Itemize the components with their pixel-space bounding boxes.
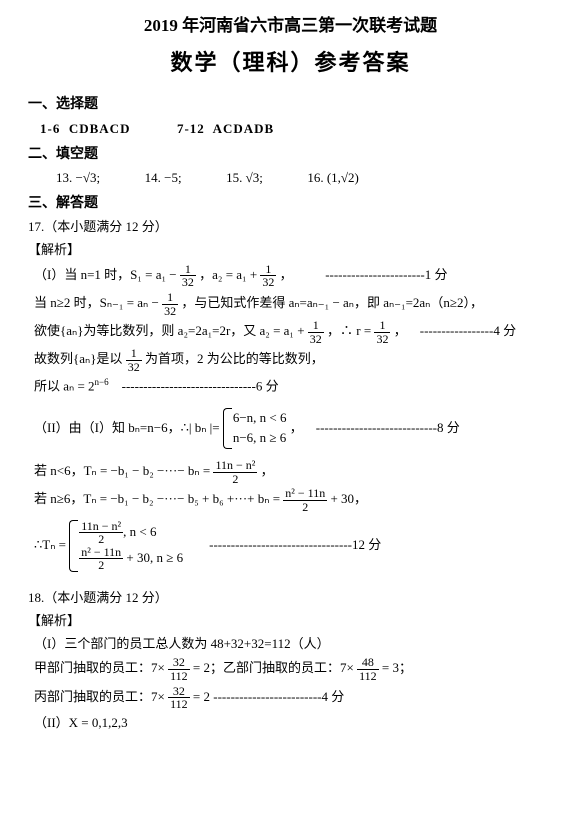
answers1: CDBACD bbox=[69, 121, 131, 136]
q18-line3: 丙部门抽取的员工：7× 32112 = 2 ------------------… bbox=[34, 685, 553, 711]
txt: ， bbox=[394, 323, 407, 338]
txt: = 2；乙部门抽取的员工：7× bbox=[193, 660, 357, 675]
txt: 为首项，2 为公比的等比数列， bbox=[145, 351, 324, 366]
txt: ，与已知式作差得 aₙ=aₙ₋₁ − aₙ，即 aₙ₋₁=2aₙ（n≥2）， bbox=[181, 295, 483, 310]
a13-root: √3 bbox=[83, 170, 97, 185]
frac-11n-n2: 11n − n²2 bbox=[213, 459, 257, 485]
q17-line8: 若 n≥6，Tₙ = −b₁ − b₂ −···− b₅ + b₆ +···+ … bbox=[34, 487, 553, 513]
q18-line1: （I）三个部门的员工总人数为 48+32+32=112（人） bbox=[34, 634, 553, 655]
frac-1-32: 132 bbox=[126, 347, 142, 373]
mc-answers: 1-6 CDBACD 7-12 ACDADB bbox=[40, 119, 553, 140]
answers2: ACDADB bbox=[213, 121, 275, 136]
i14: 14. bbox=[145, 170, 161, 185]
q17-line1: （I）当 n=1 时，S₁ = a₁ − 132 ，a₂ = a₁ + 132 … bbox=[34, 263, 553, 289]
i13: 13. bbox=[56, 170, 72, 185]
txt: 甲部门抽取的员工：7× bbox=[34, 660, 168, 675]
txt: ， bbox=[280, 267, 293, 282]
q18-note: 18.（本小题满分 12 分） bbox=[28, 588, 553, 609]
range1: 1-6 bbox=[40, 121, 60, 136]
a13-pre: − bbox=[76, 170, 83, 185]
txt: = 3； bbox=[382, 660, 412, 675]
frac-1-32: 132 bbox=[162, 291, 178, 317]
txt: + 30, n ≥ 6 bbox=[123, 550, 183, 565]
q17-note: 17.（本小题满分 12 分） bbox=[28, 217, 553, 238]
txt: 丙部门抽取的员工：7× bbox=[34, 689, 168, 704]
frac: 11n − n²2 bbox=[79, 520, 123, 546]
txt: （I）当 n=1 时，S₁ = a₁ − bbox=[34, 267, 180, 282]
txt: 当 n≥2 时，Sₙ₋₁ = aₙ − bbox=[34, 295, 162, 310]
frac-1-32: 132 bbox=[308, 319, 324, 345]
txt: 若 n<6，Tₙ = −b₁ − b₂ −···− bₙ = bbox=[34, 463, 213, 478]
section1-title: 一、选择题 bbox=[28, 94, 553, 116]
jiexi-label-18: 【解析】 bbox=[28, 611, 553, 632]
case9b: n² − 11n2 + 30, n ≥ 6 bbox=[79, 546, 183, 572]
doc-title: 数学（理科）参考答案 bbox=[28, 45, 553, 80]
points-1: -----------------------1 分 bbox=[325, 267, 447, 282]
frac-32-112: 32112 bbox=[168, 685, 190, 711]
fill-answers: 13. −√3; 14. −5; 15. √3; 16. (1,√2) bbox=[56, 168, 553, 189]
txt: ， bbox=[290, 419, 303, 434]
case2: n−6, n ≥ 6 bbox=[233, 428, 287, 449]
txt: 欲使{aₙ}为等比数列，则 a₂=2a₁=2r，又 a₂ = a₁ + bbox=[34, 323, 308, 338]
q18-line4: （II）X = 0,1,2,3 bbox=[34, 713, 553, 734]
points-6: -------------------------------6 分 bbox=[122, 379, 279, 394]
frac-1-32: 132 bbox=[180, 263, 196, 289]
q17-line4: 故数列{aₙ}是以 132 为首项，2 为公比的等比数列， bbox=[34, 347, 553, 373]
exp: n−6 bbox=[95, 377, 109, 387]
txt: ，a₂ = a₁ + bbox=[199, 267, 260, 282]
frac-1-32: 132 bbox=[374, 319, 390, 345]
frac-1-32: 132 bbox=[260, 263, 276, 289]
q18-line2: 甲部门抽取的员工：7× 32112 = 2；乙部门抽取的员工：7× 48112 … bbox=[34, 656, 553, 682]
a14: −5; bbox=[164, 170, 181, 185]
cases-bn: 6−n, n < 6 n−6, n ≥ 6 bbox=[223, 408, 287, 450]
a15-suf: ; bbox=[259, 170, 263, 185]
section3-title: 三、解答题 bbox=[28, 193, 553, 215]
q17-line9: ∴Tₙ = 11n − n²2, n < 6 n² − 11n2 + 30, n… bbox=[34, 520, 553, 572]
txt: （II）由（I）知 bₙ=n−6，∴| bₙ |= bbox=[34, 419, 220, 434]
txt: + 30， bbox=[330, 491, 367, 506]
txt: 若 n≥6，Tₙ = −b₁ − b₂ −···− b₅ + b₆ +···+ … bbox=[34, 491, 283, 506]
q17-line6: （II）由（I）知 bₙ=n−6，∴| bₙ |= 6−n, n < 6 n−6… bbox=[34, 408, 553, 450]
frac: n² − 11n2 bbox=[79, 546, 123, 572]
i16: 16. bbox=[307, 170, 323, 185]
txt: , n < 6 bbox=[123, 524, 156, 539]
a13-suf: ; bbox=[96, 170, 100, 185]
points-12: ---------------------------------12 分 bbox=[209, 537, 381, 552]
a15-root: √3 bbox=[246, 170, 260, 185]
case1: 6−n, n < 6 bbox=[233, 408, 287, 429]
txt: ，∴ r = bbox=[327, 323, 374, 338]
points-4b: -------------------------4 分 bbox=[213, 689, 344, 704]
txt: ∴Tₙ = bbox=[34, 537, 69, 552]
points-8: ----------------------------8 分 bbox=[316, 419, 460, 434]
frac-32-112: 32112 bbox=[168, 656, 190, 682]
jiexi-label: 【解析】 bbox=[28, 240, 553, 261]
range2: 7-12 bbox=[177, 121, 205, 136]
txt: ， bbox=[261, 463, 274, 478]
txt: 故数列{aₙ}是以 bbox=[34, 351, 126, 366]
points-4: -----------------4 分 bbox=[420, 323, 516, 338]
frac-n2-11n: n² − 11n2 bbox=[283, 487, 327, 513]
frac-48-112: 48112 bbox=[357, 656, 379, 682]
txt: = 2 bbox=[193, 689, 213, 704]
cases-tn: 11n − n²2, n < 6 n² − 11n2 + 30, n ≥ 6 bbox=[69, 520, 183, 572]
txt: 所以 aₙ = 2 bbox=[34, 379, 95, 394]
q17-line7: 若 n<6，Tₙ = −b₁ − b₂ −···− bₙ = 11n − n²2… bbox=[34, 459, 553, 485]
a16: (1,√2) bbox=[327, 170, 359, 185]
exam-title: 2019 年河南省六市高三第一次联考试题 bbox=[28, 12, 553, 39]
q17-line2: 当 n≥2 时，Sₙ₋₁ = aₙ − 132 ，与已知式作差得 aₙ=aₙ₋₁… bbox=[34, 291, 553, 317]
q17-line5: 所以 aₙ = 2n−6 ---------------------------… bbox=[34, 375, 553, 397]
q17-line3: 欲使{aₙ}为等比数列，则 a₂=2a₁=2r，又 a₂ = a₁ + 132 … bbox=[34, 319, 553, 345]
case9a: 11n − n²2, n < 6 bbox=[79, 520, 183, 546]
section2-title: 二、填空题 bbox=[28, 144, 553, 166]
i15: 15. bbox=[226, 170, 242, 185]
